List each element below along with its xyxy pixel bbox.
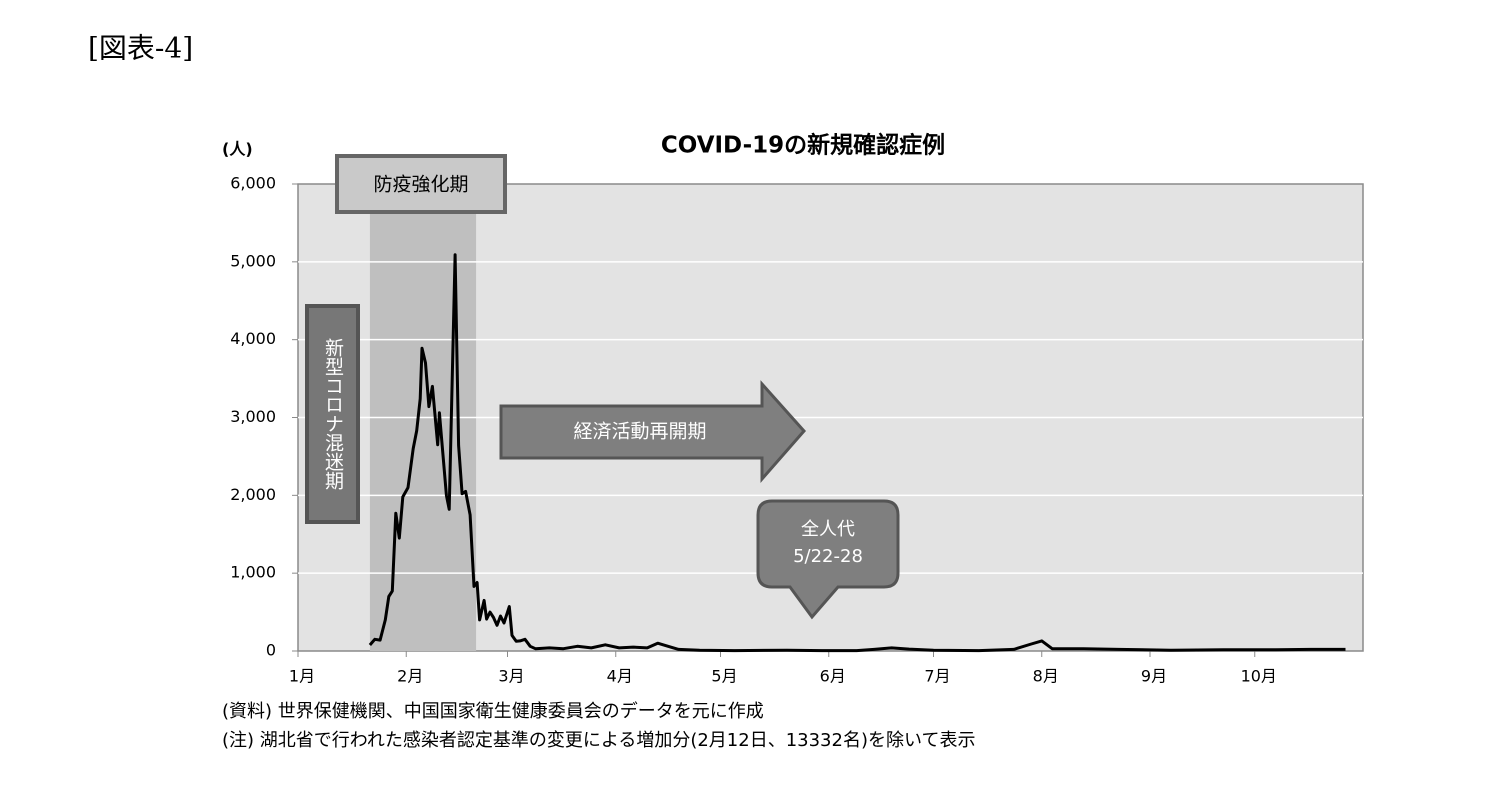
y-tick-label: 0	[266, 641, 276, 660]
y-tick-label: 2,000	[230, 485, 276, 504]
x-tick-label: 3月	[498, 667, 524, 686]
x-tick-label: 9月	[1141, 667, 1167, 686]
y-tick-label: 4,000	[230, 329, 276, 348]
period-box	[335, 154, 507, 214]
side-box	[305, 304, 360, 524]
x-tick-label: 5月	[711, 667, 737, 686]
y-tick-label: 6,000	[230, 174, 276, 193]
arrow-label: 経済活動再開期	[573, 421, 706, 443]
x-tick-label: 8月	[1033, 667, 1059, 686]
x-tick-label: 7月	[924, 667, 950, 686]
x-tick-label: 1月	[289, 667, 315, 686]
source-note: (資料) 世界保健機関、中国国家衛生健康委員会のデータを元に作成	[222, 701, 764, 722]
callout-line: 全人代	[801, 519, 855, 540]
x-tick-label: 10月	[1241, 667, 1277, 686]
x-tick-label: 4月	[607, 667, 633, 686]
callout	[756, 499, 900, 620]
y-tick-label: 5,000	[230, 251, 276, 270]
figure-label: [図表-4]	[88, 32, 193, 65]
chart-title: COVID-19の新規確認症例	[661, 132, 945, 159]
footnote: (注) 湖北省で行われた感染者認定基準の変更による増加分(2月12日、13332…	[222, 730, 975, 751]
arrow	[499, 380, 807, 483]
x-tick-label: 6月	[820, 667, 846, 686]
data-line	[368, 253, 1346, 653]
y-tick-label: 1,000	[230, 563, 276, 582]
period-label: 防疫強化期	[373, 174, 468, 196]
y-tick-label: 3,000	[230, 407, 276, 426]
side-label: 新型コロナ混迷期	[322, 338, 344, 490]
x-tick-label: 2月	[397, 667, 423, 686]
y-axis-unit: (人)	[222, 140, 253, 159]
callout-line: 5/22-28	[793, 546, 863, 567]
